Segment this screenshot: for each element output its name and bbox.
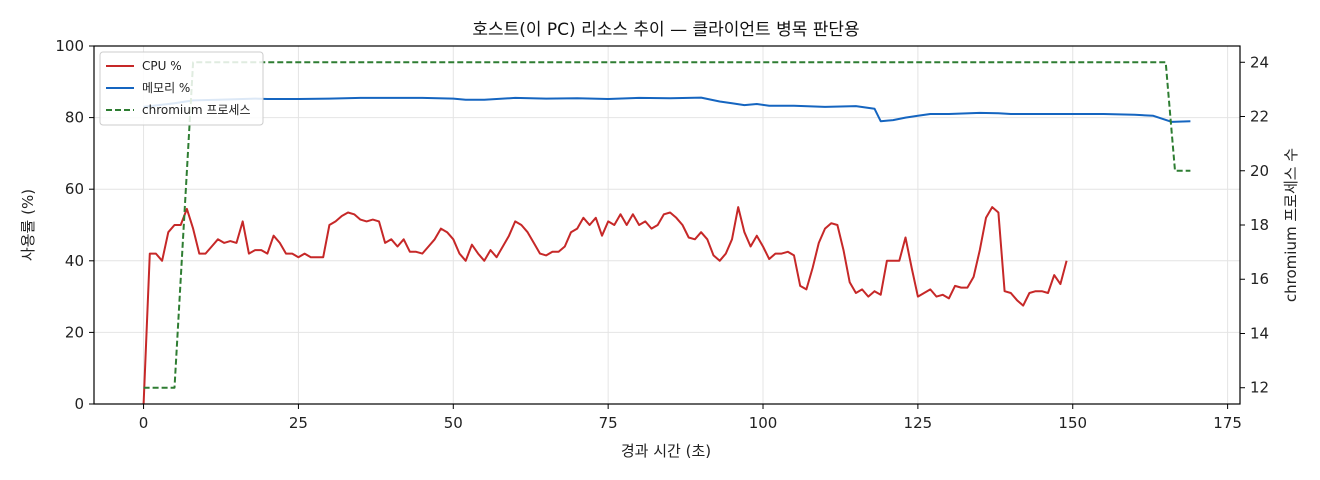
series-line-2	[143, 61, 1191, 389]
x-tick-label: 75	[599, 414, 618, 432]
y-left-tick-label: 60	[65, 180, 84, 198]
legend-label-1: 메모리 %	[142, 81, 190, 95]
x-axis-ticks: 0 25 50 75 100 125 150 175	[139, 404, 1242, 432]
legend-label-2: chromium 프로세스	[142, 103, 251, 117]
y-right-tick-label: 16	[1250, 270, 1269, 288]
y-right-tick-label: 18	[1250, 216, 1269, 234]
y-axis-right-title: chromium 프로세스 수	[1282, 148, 1300, 302]
y-left-tick-label: 20	[65, 323, 84, 341]
x-axis-title: 경과 시간 (초)	[621, 442, 711, 460]
x-tick-label: 100	[749, 414, 778, 432]
y-right-tick-label: 22	[1250, 108, 1269, 126]
y-left-tick-label: 100	[55, 37, 84, 55]
y-left-tick-label: 40	[65, 252, 84, 270]
y-axis-left-title: 사용률 (%)	[19, 189, 37, 261]
y-axis-right-ticks: 12 14 16 18 20 22 24	[1240, 53, 1269, 397]
legend-label-0: CPU %	[142, 59, 182, 73]
x-tick-label: 50	[444, 414, 463, 432]
x-tick-label: 175	[1213, 414, 1242, 432]
y-left-tick-label: 80	[65, 109, 84, 127]
x-tick-label: 150	[1058, 414, 1087, 432]
y-right-tick-label: 20	[1250, 162, 1269, 180]
x-tick-label: 25	[289, 414, 308, 432]
y-right-tick-label: 12	[1250, 379, 1269, 397]
x-tick-label: 0	[139, 414, 149, 432]
y-right-tick-label: 24	[1250, 53, 1269, 71]
series-lines	[142, 61, 1191, 405]
legend: CPU % 메모리 % chromium 프로세스	[99, 51, 264, 126]
y-left-tick-label: 0	[74, 395, 84, 413]
x-tick-label: 125	[904, 414, 933, 432]
series-line-1	[143, 96, 1191, 123]
chart-title: 호스트(이 PC) 리소스 추이 — 클라이언트 병목 판단용	[472, 20, 859, 40]
legend-frame	[99, 51, 264, 126]
y-axis-left-ticks: 0 20 40 60 80 100	[55, 37, 94, 413]
series-line-0	[142, 206, 1068, 405]
y-right-tick-label: 14	[1250, 324, 1269, 342]
